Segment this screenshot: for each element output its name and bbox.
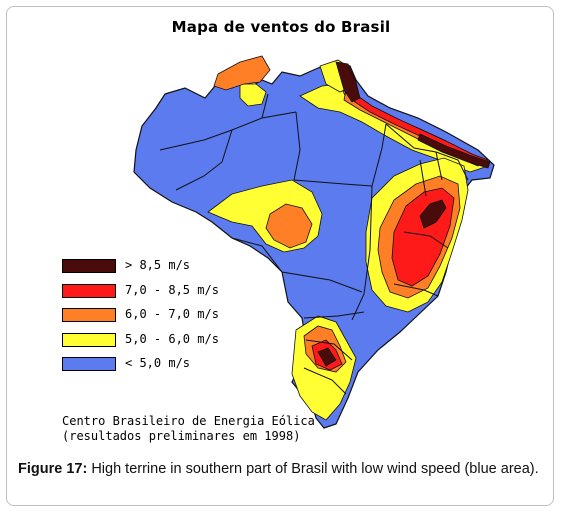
legend-label: 5,0 - 6,0 m/s [125,331,219,346]
legend-label: 6,0 - 7,0 m/s [125,307,219,321]
legend-swatch [62,357,116,371]
region-zone-above-8-5-north [335,61,361,103]
source-line-2: (resultados preliminares em 1998) [62,429,301,443]
region-low-wind [133,61,495,429]
region-zone-5-6-roraima [239,83,267,107]
state-borders [159,93,469,395]
legend-label: < 5,0 m/s [125,356,191,370]
region-zone-6-7-roraima [213,55,271,91]
region-zone-6-7-west [265,203,313,249]
region-zone-above-8-5-east [419,199,447,229]
legend-label: 7,0 - 8,5 m/s [125,282,219,297]
legend-label: > 8,5 m/s [125,258,191,272]
legend-swatch [62,308,116,322]
legend-swatch [62,259,116,273]
source-line-1: Centro Brasileiro de Energia Eólica [62,414,315,428]
caption-text: High terrine in southern part of Brasil … [87,461,539,477]
legend-swatch [62,332,116,347]
source-note: Centro Brasileiro de Energia Eólica (res… [62,414,315,444]
figure-caption: Figure 17: High terrine in southern part… [18,460,543,479]
region-zone-above-8-5-coast [417,133,491,169]
map-title: Mapa de ventos do Brasil [171,18,391,36]
region-zone-above-8-5-south [317,347,337,367]
legend-swatch [62,283,116,298]
caption-label: Figure 17: [18,461,88,477]
